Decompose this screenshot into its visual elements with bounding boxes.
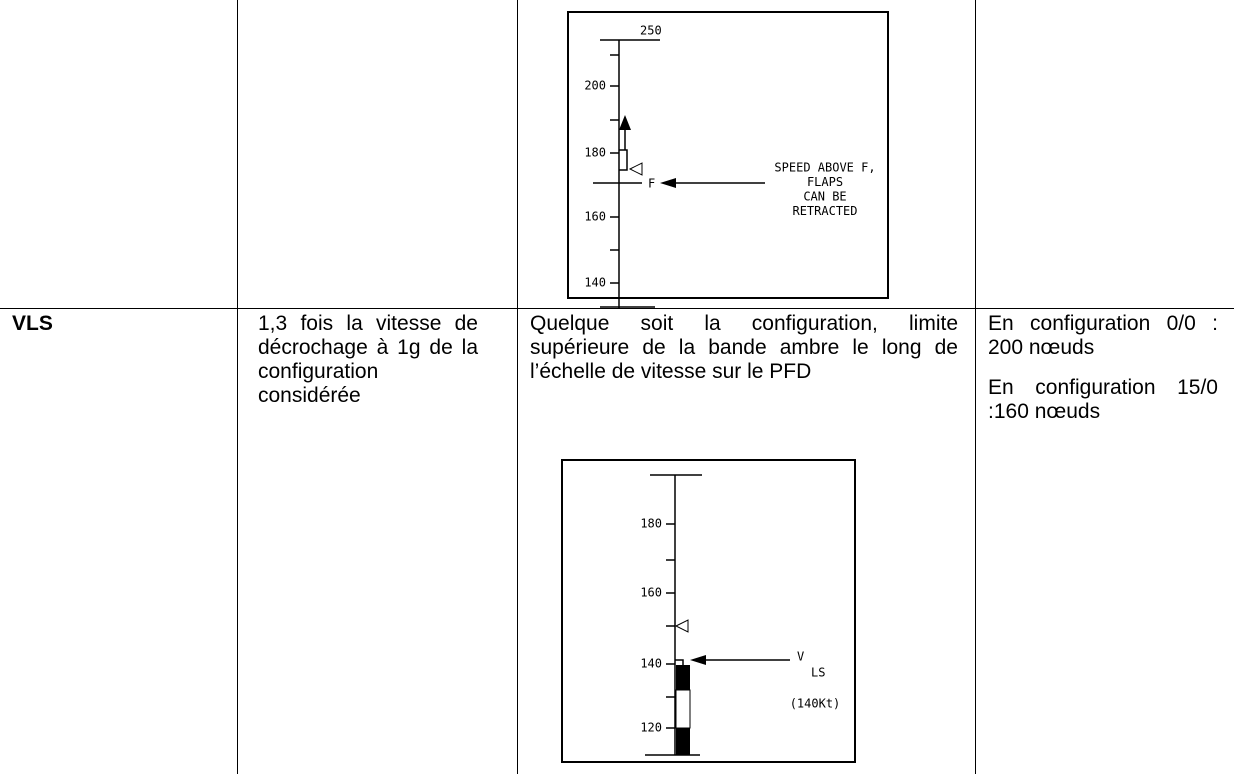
scale-label: 180 xyxy=(640,517,662,531)
scale-label: 160 xyxy=(640,586,662,600)
callout-subscript: LS xyxy=(811,666,825,680)
trend-bracket xyxy=(619,149,628,171)
scale-label: 250 xyxy=(640,24,662,38)
row-border xyxy=(0,308,1234,309)
speed-description: Quelque soit la configuration, limite su… xyxy=(530,312,958,383)
amber-band xyxy=(675,689,691,729)
callout-line: FLAPS xyxy=(807,175,843,189)
scale-label: 140 xyxy=(584,276,606,290)
column-border xyxy=(237,0,238,774)
amber-band xyxy=(676,665,690,690)
trend-arrowhead xyxy=(619,115,631,130)
scale-ticks xyxy=(610,54,619,284)
column-border xyxy=(975,0,976,774)
scale-label: 180 xyxy=(584,146,606,160)
scale-label: 140 xyxy=(640,657,662,671)
scale-ticks xyxy=(666,523,675,729)
figure-frame xyxy=(567,11,889,299)
figure-frame xyxy=(561,459,856,763)
scale-label: 200 xyxy=(584,79,606,93)
callout-line: SPEED ABOVE F, xyxy=(774,161,875,175)
callout-arrowhead xyxy=(690,655,706,665)
callout-line: RETRACTED xyxy=(792,204,857,218)
column-border xyxy=(517,0,518,774)
value-line: En configuration 15/0 :160 nœuds xyxy=(988,376,1218,423)
f-label: F xyxy=(648,177,655,191)
speed-target xyxy=(674,619,689,633)
vls-marker xyxy=(675,659,684,665)
scale-label: 120 xyxy=(640,721,662,735)
speed-definition: 1,3 fois la vitesse de décrochage à 1g d… xyxy=(258,312,478,407)
speed-values: En configuration 0/0 : 200 nœuds En conf… xyxy=(988,312,1218,440)
callout-note: (140Kt) xyxy=(790,697,841,711)
callout-label: V xyxy=(797,650,804,664)
scale-label: 160 xyxy=(584,210,606,224)
speed-target xyxy=(628,162,643,176)
amber-band xyxy=(676,728,690,755)
callout-line: CAN BE xyxy=(803,190,846,204)
value-line: En configuration 0/0 : 200 nœuds xyxy=(988,312,1218,359)
speed-name: VLS xyxy=(12,312,53,335)
callout-arrowhead xyxy=(660,178,676,188)
